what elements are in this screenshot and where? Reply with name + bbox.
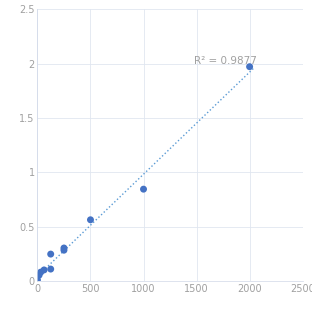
Point [247, 64, 252, 69]
Text: R² = 0.9877: R² = 0.9877 [194, 56, 257, 66]
Point [41, 267, 46, 272]
Point [48, 266, 53, 271]
Point [141, 187, 146, 192]
Point [88, 217, 93, 222]
Point [37, 273, 41, 278]
Point [48, 251, 53, 256]
Point [35, 277, 40, 282]
Point [61, 246, 66, 251]
Point [61, 248, 66, 253]
Point [38, 270, 43, 275]
